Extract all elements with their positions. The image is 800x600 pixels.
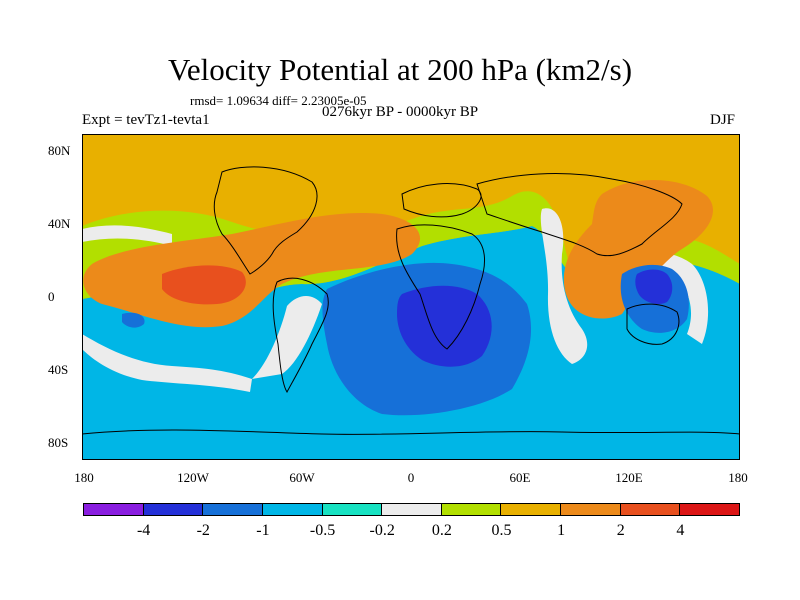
colorbar: [83, 503, 741, 516]
y-tick-40s: 40S: [48, 362, 69, 377]
x-tick-60w: 60W: [289, 470, 315, 485]
field-white-spacific: [82, 334, 252, 392]
coast-south-america: [272, 277, 329, 393]
stats-text: rmsd= 1.09634 diff= 2.23005e-05: [190, 93, 367, 108]
colorbar-label: -0.2: [369, 522, 395, 539]
field-white-wpacific: [622, 252, 709, 344]
coast-australia: [626, 303, 680, 345]
field-white-west: [82, 225, 172, 246]
colorbar-swatch: [321, 503, 383, 516]
colorbar-label: 1: [557, 522, 566, 539]
field-red-east-pacific: [162, 265, 246, 305]
colorbar-swatch: [440, 503, 502, 516]
field-dark-blue-maritime: [635, 269, 673, 304]
coast-antarctica: [82, 429, 740, 435]
x-tick-180w: 180: [74, 470, 94, 485]
colorbar-label: -0.5: [309, 522, 336, 539]
season-label: DJF: [710, 112, 736, 128]
colorbar-swatch: [679, 503, 741, 516]
y-tick-80n: 80N: [48, 143, 71, 158]
field-orange-atlantic: [83, 213, 421, 328]
field-white-indian: [540, 208, 588, 364]
colorbar-swatch: [560, 503, 621, 516]
field-blue-spot: [122, 312, 145, 328]
y-tick-40n: 40N: [48, 216, 71, 231]
colorbar-label: 0.2: [431, 522, 452, 539]
coast-africa: [396, 224, 485, 350]
colorbar-label: -2: [196, 522, 210, 539]
colorbar-swatch: [202, 503, 263, 516]
colorbar-label: -4: [136, 522, 151, 539]
x-tick-180e: 180: [728, 470, 748, 485]
velocity-potential-map: [82, 134, 740, 460]
colorbar-label: -1: [256, 522, 270, 539]
colorbar-swatch: [619, 503, 681, 516]
colorbar-swatch: [261, 503, 323, 516]
experiment-label: Expt = tevTz1-tevta1: [82, 112, 210, 128]
x-tick-0: 0: [407, 470, 415, 485]
colorbar-swatch: [500, 503, 562, 516]
coast-north-america: [213, 166, 318, 275]
coast-asia: [476, 173, 683, 257]
map-title: Velocity Potential at 200 hPa (km2/s): [167, 52, 633, 87]
coastlines: [82, 166, 740, 435]
coast-europe: [401, 183, 482, 218]
y-tick-80s: 80S: [48, 435, 69, 450]
colorbar-swatch: [83, 503, 144, 516]
map-frame: [82, 134, 740, 460]
colorbar-swatch: [381, 503, 442, 516]
colorbar-label: 0.5: [491, 522, 512, 539]
colorbar-label: 4: [676, 522, 685, 539]
y-tick-0: 0: [48, 289, 55, 304]
field-white-samerica: [252, 295, 322, 379]
period-text: 0276kyr BP - 0000kyr BP: [322, 104, 479, 120]
colorbar-label: 2: [616, 522, 625, 539]
colorbar-swatch: [142, 503, 204, 516]
x-tick-120w: 120W: [177, 470, 209, 485]
field-dark-blue-africa: [397, 285, 492, 367]
x-tick-120e: 120E: [615, 470, 643, 485]
x-tick-60e: 60E: [509, 470, 531, 485]
